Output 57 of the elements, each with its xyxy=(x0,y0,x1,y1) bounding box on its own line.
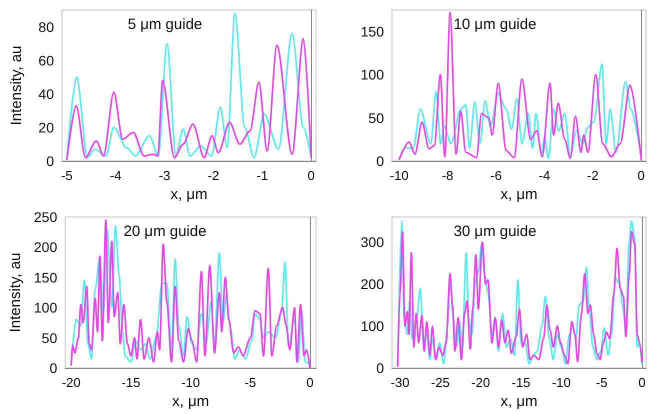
x-tick-label: -6 xyxy=(490,168,502,183)
y-tick-label: 300 xyxy=(360,234,384,250)
x-axis-title: x, μm xyxy=(170,186,208,203)
line-series xyxy=(398,12,642,160)
x-tick-label: -10 xyxy=(390,168,409,183)
x-tick-label: -20 xyxy=(471,375,490,390)
x-tick-label: -5 xyxy=(61,168,73,183)
y-tick-label: 0 xyxy=(46,153,54,169)
x-tick-label: -3 xyxy=(158,168,170,183)
y-tick-label: 50 xyxy=(42,330,58,346)
x-tick-label: 0 xyxy=(638,168,645,183)
y-tick-label: 0 xyxy=(49,360,58,376)
x-tick-label: 0 xyxy=(306,375,314,390)
x-tick-label: -4 xyxy=(110,168,122,183)
y-tick-label: 80 xyxy=(38,18,54,35)
y-tick-label: 0 xyxy=(376,360,384,376)
x-tick-label: -5 xyxy=(244,375,256,390)
x-tick-label: -10 xyxy=(552,375,571,390)
line-series xyxy=(398,64,642,160)
x-tick-label: -30 xyxy=(390,375,410,390)
y-tick-label: 250 xyxy=(34,209,58,225)
chart-title: 10 μm guide xyxy=(454,16,536,33)
y-axis-title: Intensity, au xyxy=(8,46,25,126)
x-tick-label: -5 xyxy=(596,375,608,390)
x-tick-label: -20 xyxy=(62,375,81,390)
x-tick-label: 0 xyxy=(638,375,646,390)
line-series xyxy=(66,38,312,160)
chart-title: 5 μm guide xyxy=(128,16,202,33)
y-tick-label: 100 xyxy=(360,318,384,334)
y-axis-title: Intensity, au xyxy=(7,252,24,332)
line-series xyxy=(66,12,312,158)
y-tick-label: 150 xyxy=(360,24,384,40)
y-tick-label: 50 xyxy=(368,110,384,126)
y-tick-label: 40 xyxy=(38,86,54,102)
x-tick-label: 0 xyxy=(308,168,315,183)
x-tick-label: -2 xyxy=(208,168,220,183)
x-axis-title: x, μm xyxy=(500,186,538,203)
x-tick-label: -25 xyxy=(430,375,450,390)
x-tick-label: -15 xyxy=(512,375,530,390)
y-tick-label: 200 xyxy=(360,276,384,292)
chart-title: 30 μm guide xyxy=(454,223,536,240)
y-tick-label: 60 xyxy=(38,52,54,68)
x-tick-label: -10 xyxy=(181,375,200,390)
y-tick-label: 150 xyxy=(34,269,58,286)
y-tick-label: 200 xyxy=(34,239,58,256)
x-axis-title: x, μm xyxy=(500,392,538,410)
chart-title: 20 μm guide xyxy=(124,223,206,240)
x-tick-label: -2 xyxy=(587,168,599,183)
x-axis-title: x, μm xyxy=(172,392,210,410)
x-tick-label: -15 xyxy=(122,375,140,390)
y-tick-label: 20 xyxy=(38,119,54,136)
y-tick-label: 100 xyxy=(34,300,58,316)
x-tick-label: -8 xyxy=(442,168,454,183)
y-tick-label: 100 xyxy=(360,66,384,83)
x-tick-label: -1 xyxy=(256,168,268,183)
y-tick-label: 0 xyxy=(376,153,384,169)
x-tick-label: -4 xyxy=(538,168,550,183)
